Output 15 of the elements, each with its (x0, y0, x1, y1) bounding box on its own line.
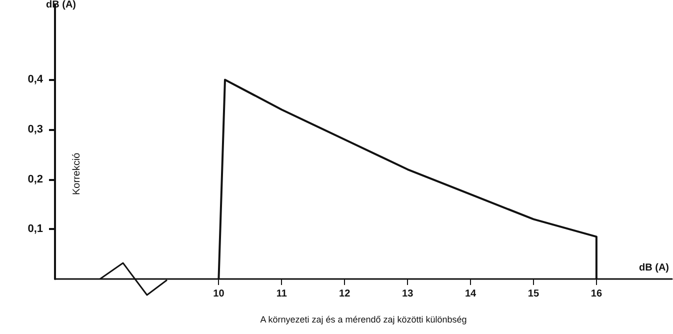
annotation: dB (A) (46, 0, 76, 10)
x-tick-label: 13 (402, 288, 414, 300)
x-tick-label: 14 (464, 288, 477, 300)
x-tick-label: 10 (213, 288, 225, 300)
y-axis-title: Korrekció (72, 152, 82, 195)
x-axis-title: A környezeti zaj és a mérendő zaj közötti különbség (260, 314, 467, 324)
annotation: dB (A) (639, 262, 670, 274)
y-tick-label: 0,2 (28, 173, 43, 186)
x-tick-label: 12 (339, 288, 351, 300)
x-tick-label: 16 (590, 288, 602, 300)
x-tick-label: 15 (528, 288, 540, 300)
x-tick-label: 11 (276, 288, 288, 300)
y-tick-label: 0,3 (28, 124, 43, 136)
y-tick-label: 0,4 (28, 74, 44, 86)
y-tick-label: 0,1 (28, 223, 43, 236)
